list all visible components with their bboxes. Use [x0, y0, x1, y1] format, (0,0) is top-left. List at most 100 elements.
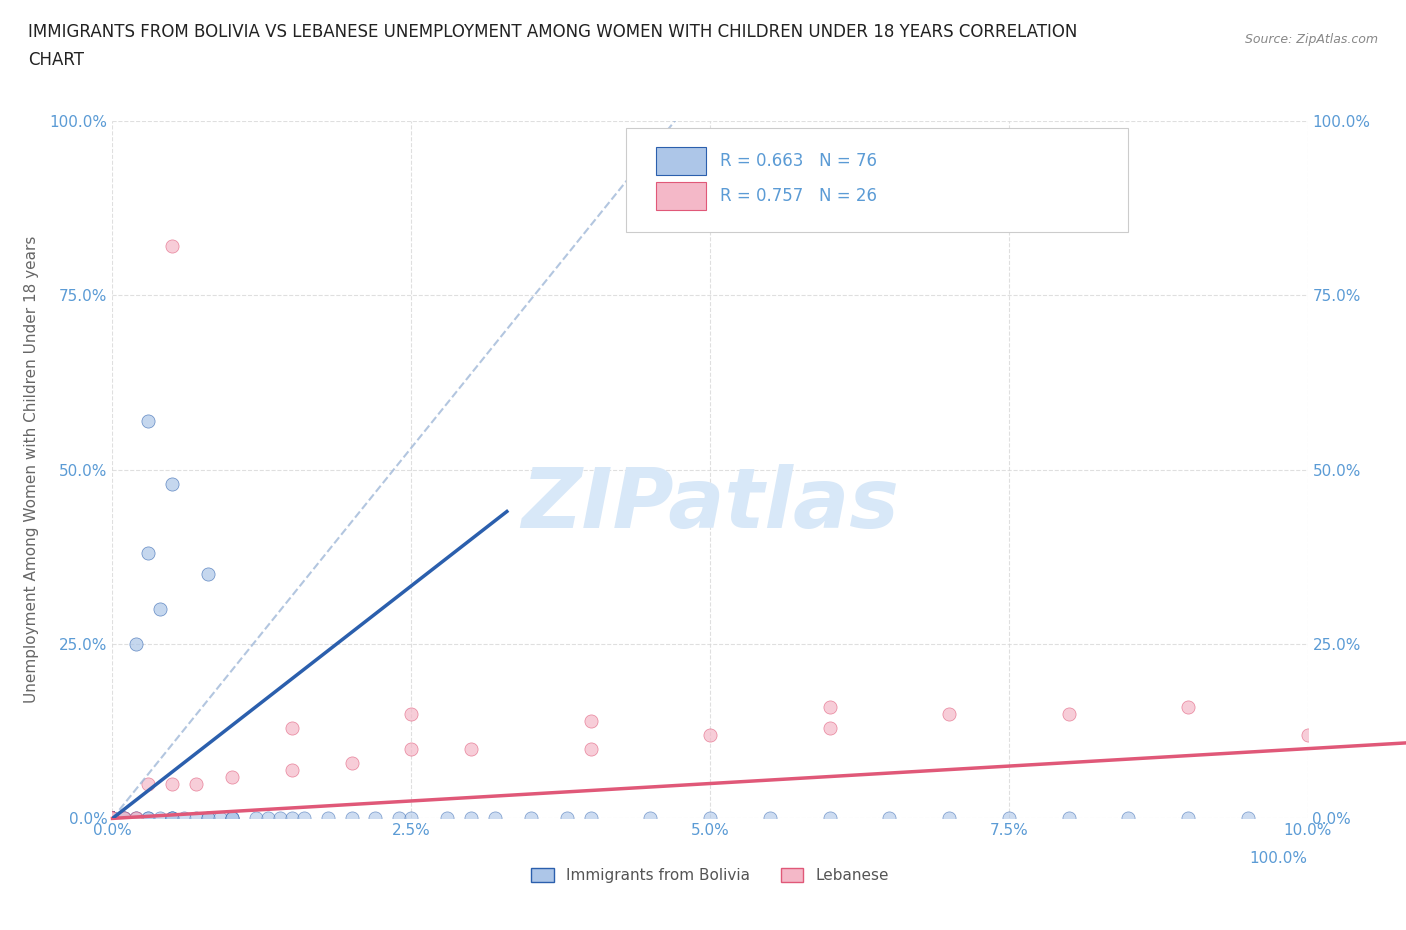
- Point: [759, 811, 782, 826]
- Point: [460, 741, 482, 756]
- Point: [340, 755, 363, 770]
- Point: [436, 811, 458, 826]
- Point: [209, 811, 232, 826]
- Point: [101, 811, 124, 826]
- Point: [101, 811, 124, 826]
- Point: [149, 602, 172, 617]
- Point: [114, 811, 135, 826]
- Point: [555, 811, 578, 826]
- Point: [101, 811, 124, 826]
- Point: [138, 811, 160, 826]
- Point: [101, 811, 124, 826]
- Text: CHART: CHART: [28, 51, 84, 69]
- Point: [173, 811, 195, 826]
- Point: [818, 720, 841, 735]
- Point: [460, 811, 482, 826]
- Point: [484, 811, 506, 826]
- Point: [101, 811, 124, 826]
- Point: [292, 811, 315, 826]
- Text: 100.0%: 100.0%: [1250, 851, 1308, 866]
- Point: [101, 811, 124, 826]
- Point: [401, 707, 423, 722]
- Point: [101, 811, 124, 826]
- Text: Source: ZipAtlas.com: Source: ZipAtlas.com: [1244, 33, 1378, 46]
- Point: [281, 720, 304, 735]
- Point: [162, 811, 183, 826]
- Point: [186, 776, 208, 790]
- Point: [101, 811, 124, 826]
- Legend: Immigrants from Bolivia, Lebanese: Immigrants from Bolivia, Lebanese: [523, 860, 897, 891]
- Y-axis label: Unemployment Among Women with Children Under 18 years: Unemployment Among Women with Children U…: [24, 236, 38, 703]
- Point: [101, 811, 124, 826]
- Point: [197, 567, 219, 582]
- Point: [149, 811, 172, 826]
- Point: [197, 811, 219, 826]
- Point: [101, 811, 124, 826]
- Point: [699, 727, 721, 742]
- Point: [281, 763, 304, 777]
- FancyBboxPatch shape: [657, 182, 706, 210]
- Point: [125, 811, 148, 826]
- Text: ZIPatlas: ZIPatlas: [522, 464, 898, 545]
- Point: [938, 707, 960, 722]
- Point: [281, 811, 304, 826]
- Point: [101, 811, 124, 826]
- Point: [162, 476, 183, 491]
- Point: [186, 811, 208, 826]
- Point: [101, 811, 124, 826]
- Point: [125, 811, 148, 826]
- Point: [579, 811, 602, 826]
- Point: [1118, 811, 1140, 826]
- Point: [114, 811, 135, 826]
- Point: [520, 811, 543, 826]
- Point: [640, 811, 662, 826]
- Point: [101, 811, 124, 826]
- Point: [101, 811, 124, 826]
- Text: R = 0.663   N = 76: R = 0.663 N = 76: [720, 152, 876, 169]
- Point: [101, 811, 124, 826]
- Point: [101, 811, 124, 826]
- Point: [197, 811, 219, 826]
- Point: [114, 811, 135, 826]
- Point: [1237, 811, 1260, 826]
- Point: [1057, 707, 1080, 722]
- Point: [101, 811, 124, 826]
- Point: [1177, 811, 1199, 826]
- Point: [125, 811, 148, 826]
- Point: [162, 776, 183, 790]
- Point: [221, 811, 243, 826]
- Point: [101, 811, 124, 826]
- Point: [221, 769, 243, 784]
- Text: R = 0.757   N = 26: R = 0.757 N = 26: [720, 187, 876, 205]
- Point: [138, 546, 160, 561]
- Point: [221, 811, 243, 826]
- Point: [101, 811, 124, 826]
- Point: [269, 811, 291, 826]
- Point: [316, 811, 339, 826]
- Point: [938, 811, 960, 826]
- Text: IMMIGRANTS FROM BOLIVIA VS LEBANESE UNEMPLOYMENT AMONG WOMEN WITH CHILDREN UNDER: IMMIGRANTS FROM BOLIVIA VS LEBANESE UNEM…: [28, 23, 1077, 41]
- Point: [101, 811, 124, 826]
- FancyBboxPatch shape: [657, 147, 706, 176]
- Point: [101, 811, 124, 826]
- Point: [101, 811, 124, 826]
- Point: [401, 741, 423, 756]
- Point: [114, 811, 135, 826]
- Point: [245, 811, 267, 826]
- Point: [388, 811, 411, 826]
- Point: [579, 741, 602, 756]
- Point: [162, 811, 183, 826]
- Point: [1177, 699, 1199, 714]
- Point: [401, 811, 423, 826]
- Point: [101, 811, 124, 826]
- Point: [101, 811, 124, 826]
- Point: [162, 811, 183, 826]
- Point: [101, 811, 124, 826]
- Point: [101, 811, 124, 826]
- Point: [818, 699, 841, 714]
- Point: [879, 811, 901, 826]
- Point: [579, 713, 602, 728]
- FancyBboxPatch shape: [627, 128, 1129, 232]
- Point: [340, 811, 363, 826]
- Point: [101, 811, 124, 826]
